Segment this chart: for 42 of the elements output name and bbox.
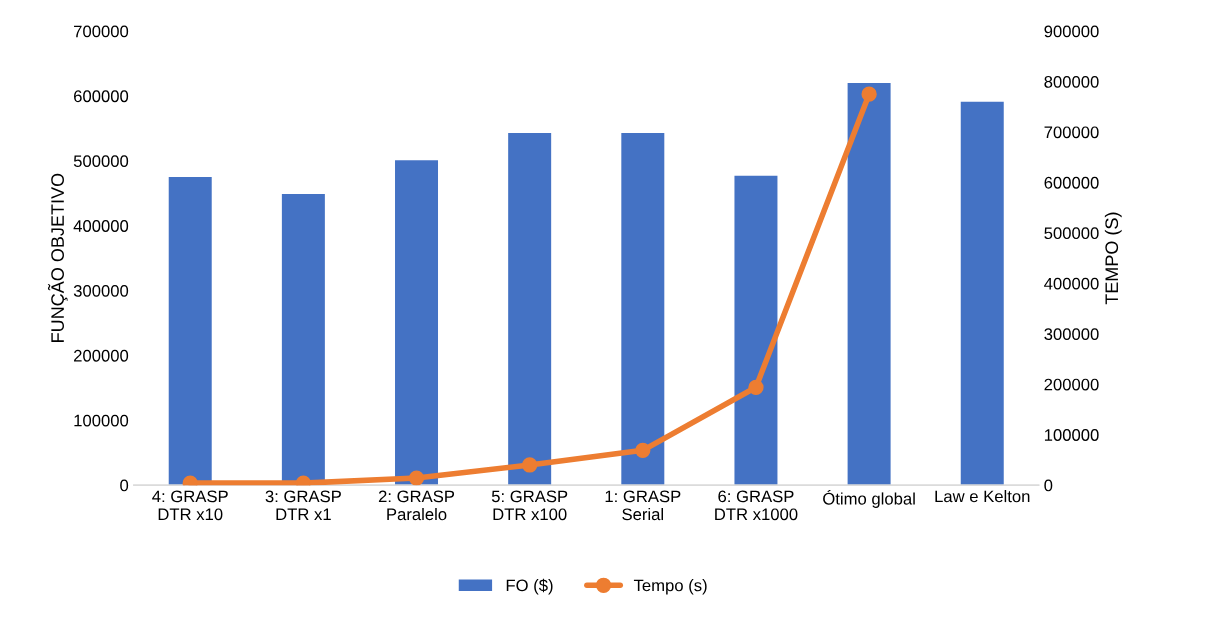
y2-tick-label: 300000 bbox=[1044, 328, 1099, 341]
y-tick-label: 500000 bbox=[73, 155, 129, 168]
y-tick-label: 400000 bbox=[73, 220, 129, 232]
legend-label: FO ($) bbox=[506, 578, 553, 595]
y2-tick-label: 900000 bbox=[1044, 25, 1099, 38]
x-tick-label: Ótimo global bbox=[823, 490, 915, 508]
legend-label: Tempo (s) bbox=[633, 579, 707, 595]
bar bbox=[960, 101, 1004, 486]
point bbox=[748, 379, 764, 395]
bar bbox=[168, 177, 212, 486]
x-tick-label: 1: GRASP Serial bbox=[605, 490, 681, 521]
y2-tick-label: 500000 bbox=[1044, 227, 1099, 240]
x-tick-label: 3: GRASP DTR x1 bbox=[265, 490, 341, 521]
point bbox=[522, 457, 538, 473]
y-axis-title: FUNÇÃO OBJETIVO bbox=[47, 173, 68, 342]
x-tick-label: 2: GRASP Paralelo bbox=[378, 490, 455, 521]
bar bbox=[621, 132, 665, 486]
y2-tick-label: 600000 bbox=[1044, 176, 1099, 189]
y-tick-label: 700000 bbox=[74, 25, 129, 38]
y2-tick-label: 400000 bbox=[1044, 277, 1099, 290]
y2-tick-label: 200000 bbox=[1044, 378, 1099, 391]
bar bbox=[395, 160, 439, 486]
bar bbox=[734, 175, 778, 486]
y-tick-label: 200000 bbox=[74, 349, 129, 362]
x-tick-label: Law e Kelton bbox=[935, 490, 1030, 503]
x-tick-label: 6: GRASP DTR x1000 bbox=[715, 490, 798, 521]
y2-tick-label: 800000 bbox=[1044, 75, 1099, 88]
y-tick-label: 100000 bbox=[74, 414, 129, 427]
x-tick-label: 5: GRASP DTR x100 bbox=[491, 490, 568, 521]
y2-tick-label: 0 bbox=[1044, 479, 1053, 492]
y2-tick-label: 100000 bbox=[1044, 429, 1099, 441]
point bbox=[408, 470, 425, 486]
y2-tick-label: 700000 bbox=[1044, 126, 1099, 139]
y2-axis-title: TEMPO (S) bbox=[1104, 212, 1122, 305]
point bbox=[861, 86, 877, 102]
x-tick-label: 4: GRASP DTR x10 bbox=[152, 490, 228, 521]
y-tick-label: 600000 bbox=[74, 90, 129, 103]
y-tick-label: 0 bbox=[120, 479, 129, 492]
y-tick-label: 300000 bbox=[73, 284, 129, 297]
bar bbox=[847, 82, 891, 486]
bar bbox=[508, 132, 552, 486]
point bbox=[635, 442, 651, 458]
